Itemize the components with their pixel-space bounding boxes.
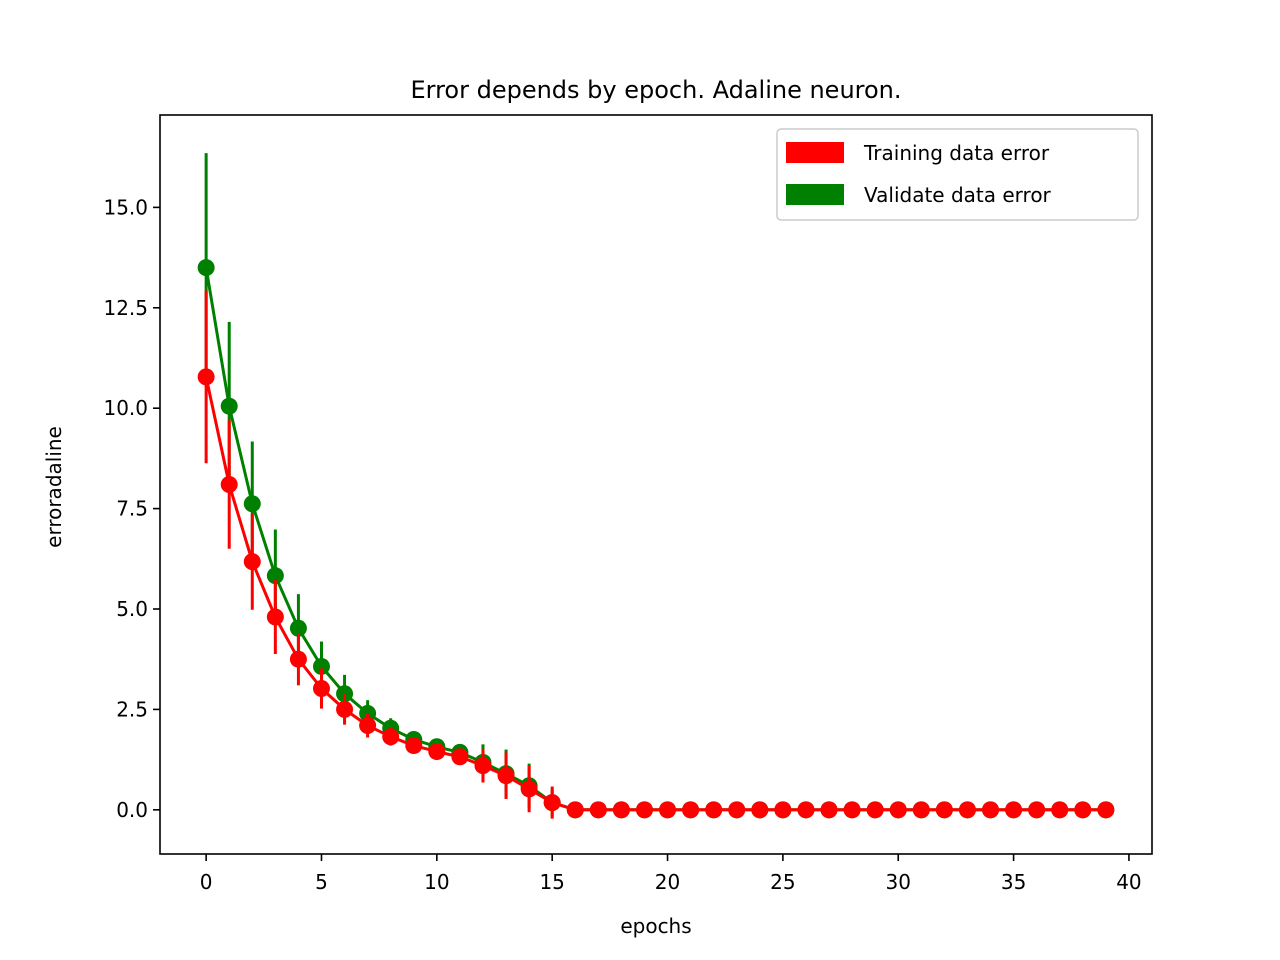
x-tick-label: 20 bbox=[655, 870, 680, 894]
y-tick-label: 7.5 bbox=[116, 497, 148, 521]
data-point bbox=[659, 801, 677, 819]
x-tick-label: 30 bbox=[886, 870, 911, 894]
data-point bbox=[289, 619, 307, 637]
data-point bbox=[889, 801, 907, 819]
data-point bbox=[1097, 801, 1115, 819]
x-tick-label: 10 bbox=[424, 870, 449, 894]
data-point bbox=[220, 397, 238, 415]
x-tick-label: 40 bbox=[1116, 870, 1141, 894]
y-tick-label: 10.0 bbox=[103, 396, 148, 420]
data-point bbox=[336, 685, 354, 703]
legend-box bbox=[776, 128, 1139, 221]
data-point bbox=[520, 780, 538, 798]
y-tick-label: 12.5 bbox=[103, 296, 148, 320]
data-point bbox=[405, 737, 423, 755]
axis-ticks: 0 5 10 15 20 25 30 35 40 0.0 2.5 5.0 7.5 10.0 12.5 15.0 bbox=[103, 195, 1141, 894]
data-point bbox=[982, 801, 1000, 819]
y-tick-label: 15.0 bbox=[103, 195, 148, 219]
series-line bbox=[204, 376, 1106, 812]
x-tick-label: 25 bbox=[770, 870, 795, 894]
series-training bbox=[197, 290, 1115, 819]
data-point bbox=[266, 567, 284, 585]
data-point bbox=[1074, 801, 1092, 819]
data-point bbox=[935, 801, 953, 819]
legend-label: Training data error bbox=[863, 141, 1050, 165]
data-point bbox=[635, 801, 653, 819]
x-tick-label: 15 bbox=[539, 870, 564, 894]
data-point bbox=[912, 801, 930, 819]
data-point bbox=[797, 801, 815, 819]
data-point bbox=[359, 716, 377, 734]
data-point bbox=[566, 801, 584, 819]
data-point bbox=[1028, 801, 1046, 819]
data-point bbox=[866, 801, 884, 819]
data-point bbox=[312, 657, 330, 675]
data-point bbox=[589, 801, 607, 819]
data-point bbox=[243, 495, 261, 513]
y-axis-label: erroradaline bbox=[42, 426, 66, 548]
x-tick-label: 5 bbox=[315, 870, 328, 894]
data-point bbox=[451, 748, 469, 766]
legend-swatch bbox=[786, 184, 844, 205]
y-tick-label: 5.0 bbox=[116, 597, 148, 621]
y-tick-label: 0.0 bbox=[116, 798, 148, 822]
data-point bbox=[682, 801, 700, 819]
data-point bbox=[197, 259, 215, 277]
data-point bbox=[751, 801, 769, 819]
plot-area bbox=[197, 153, 1115, 819]
data-point bbox=[774, 801, 792, 819]
data-point bbox=[474, 757, 492, 775]
legend-label: Validate data error bbox=[864, 183, 1052, 207]
legend-swatch bbox=[786, 142, 844, 163]
data-point bbox=[382, 728, 400, 746]
data-point bbox=[428, 743, 446, 761]
data-point bbox=[843, 801, 861, 819]
chart-title: Error depends by epoch. Adaline neuron. bbox=[410, 76, 901, 104]
x-tick-label: 0 bbox=[200, 870, 213, 894]
data-point bbox=[1005, 801, 1023, 819]
data-point bbox=[705, 801, 723, 819]
data-point bbox=[1051, 801, 1069, 819]
data-point bbox=[820, 801, 838, 819]
data-point bbox=[243, 553, 261, 571]
data-point bbox=[958, 801, 976, 819]
data-point bbox=[612, 801, 630, 819]
data-point bbox=[289, 650, 307, 668]
plot-frame bbox=[159, 114, 1153, 855]
data-point bbox=[728, 801, 746, 819]
data-point bbox=[266, 608, 284, 626]
x-axis-label: epochs bbox=[620, 914, 691, 938]
x-tick-label: 35 bbox=[1001, 870, 1026, 894]
data-point bbox=[197, 368, 215, 386]
y-tick-label: 2.5 bbox=[116, 697, 148, 721]
data-point bbox=[312, 680, 330, 698]
data-point bbox=[336, 700, 354, 718]
legend: Training data error Validate data error bbox=[776, 128, 1139, 221]
data-point bbox=[220, 476, 238, 493]
data-point bbox=[543, 794, 561, 812]
data-point bbox=[497, 767, 515, 785]
